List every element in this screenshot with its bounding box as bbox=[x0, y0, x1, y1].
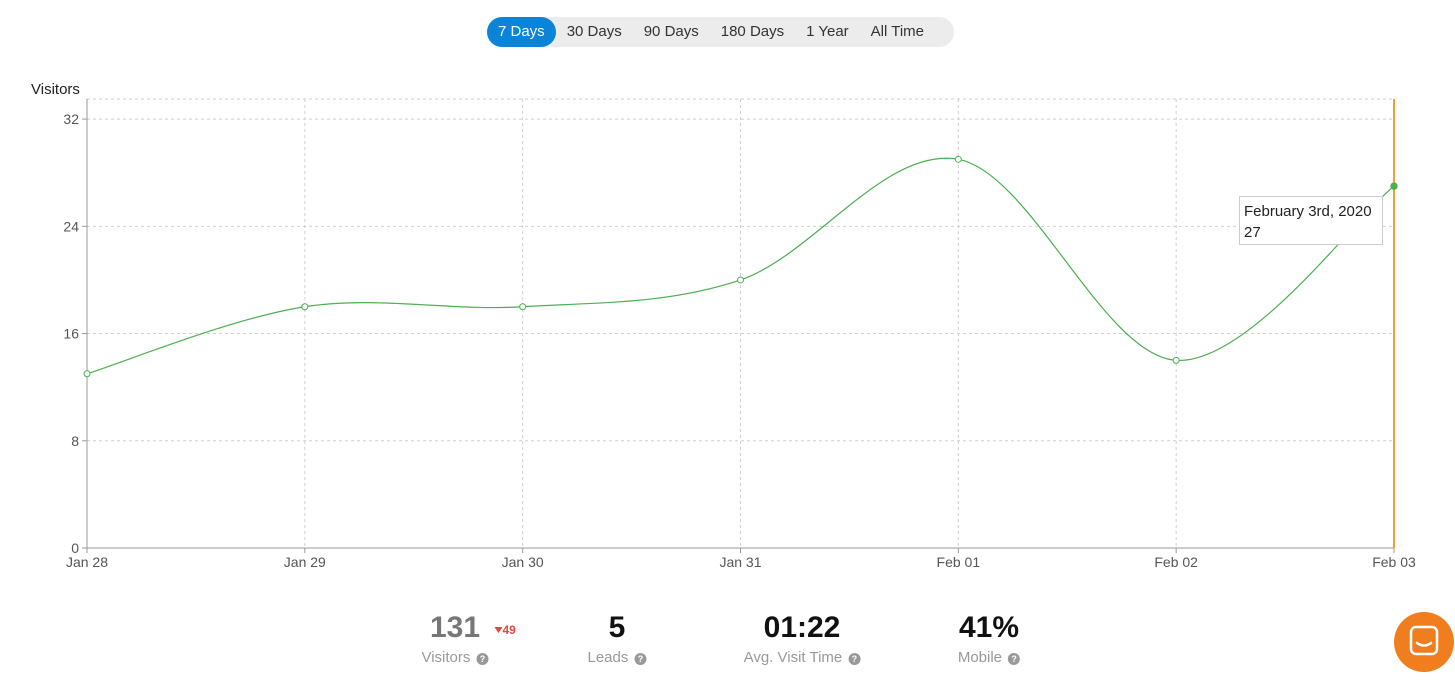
stat-leads: 5 Leads ? bbox=[587, 608, 647, 668]
mobile-label: Mobile bbox=[957, 649, 1003, 666]
range-tab-180-days[interactable]: 180 Days bbox=[720, 23, 785, 40]
data-point bbox=[1390, 182, 1398, 190]
visitors-line-chart: Visitors 0 8 16 24 32 Jan 28 Jan 29 Jan 30 Jan 3… bbox=[31, 81, 1416, 570]
x-tick-label: Jan 28 bbox=[66, 554, 108, 570]
range-tab-all-time[interactable]: All Time bbox=[870, 23, 925, 40]
chart-series bbox=[83, 99, 1398, 548]
y-tick-label: 0 bbox=[71, 540, 79, 556]
range-tab-30-days[interactable]: 30 Days bbox=[566, 23, 622, 40]
avg-visit-time-label: Avg. Visit Time bbox=[743, 649, 843, 666]
chart-tooltip: February 3rd, 2020 27 bbox=[1239, 196, 1383, 245]
leads-value: 5 bbox=[608, 611, 626, 644]
chart-ticks: 0 8 16 24 32 Jan 28 Jan 29 Jan 30 Jan 31 Feb 01 Fe… bbox=[63, 111, 1416, 570]
date-range-selector: 7 Days 30 Days 90 Days 180 Days 1 Year A… bbox=[487, 17, 954, 47]
y-axis-title: Visitors bbox=[31, 81, 80, 98]
visitors-value: 131 bbox=[429, 611, 481, 644]
data-point bbox=[83, 370, 91, 378]
leads-label: Leads bbox=[587, 649, 629, 666]
question-circle-icon[interactable]: ? bbox=[848, 653, 861, 665]
x-tick-label: Jan 31 bbox=[719, 554, 761, 570]
y-tick-label: 16 bbox=[63, 326, 79, 342]
stat-mobile: 41% Mobile ? bbox=[957, 608, 1021, 668]
x-tick-label: Jan 30 bbox=[502, 554, 544, 570]
mobile-value: 41% bbox=[958, 611, 1020, 644]
tooltip-date: February 3rd, 2020 bbox=[1244, 203, 1372, 220]
tooltip-value: 27 bbox=[1244, 224, 1261, 241]
question-circle-icon[interactable]: ? bbox=[634, 653, 647, 665]
question-circle-icon[interactable]: ? bbox=[1008, 653, 1021, 665]
data-point bbox=[519, 303, 527, 311]
visitors-delta-value: 49 bbox=[502, 623, 516, 637]
range-tab-1-year[interactable]: 1 Year bbox=[806, 23, 849, 40]
y-tick-label: 8 bbox=[71, 433, 79, 449]
data-point bbox=[301, 303, 309, 311]
y-tick-label: 24 bbox=[63, 218, 79, 234]
visitors-delta: 49 bbox=[494, 610, 516, 650]
x-tick-label: Feb 02 bbox=[1154, 554, 1198, 570]
range-tab-90-days[interactable]: 90 Days bbox=[643, 23, 699, 40]
data-point bbox=[737, 276, 744, 284]
x-tick-label: Jan 29 bbox=[284, 554, 326, 570]
chart-grid bbox=[87, 98, 1394, 548]
x-tick-label: Feb 01 bbox=[937, 554, 981, 570]
data-point bbox=[954, 155, 962, 163]
chat-launcher-button[interactable] bbox=[1394, 612, 1454, 672]
stat-visitors: 131 49 Visitors ? bbox=[421, 608, 515, 668]
x-tick-label: Feb 03 bbox=[1372, 554, 1416, 570]
question-circle-icon[interactable]: ? bbox=[476, 653, 489, 665]
range-tab-7-days[interactable]: 7 Days bbox=[487, 17, 556, 47]
visitors-label: Visitors bbox=[421, 649, 471, 666]
stat-avg-visit-time: 01:22 Avg. Visit Time ? bbox=[744, 608, 861, 668]
avg-visit-time-value: 01:22 bbox=[763, 611, 841, 644]
chat-bubble-icon bbox=[1409, 625, 1439, 656]
y-tick-label: 32 bbox=[63, 111, 79, 127]
caret-down-icon bbox=[494, 627, 503, 633]
data-point bbox=[1172, 356, 1180, 364]
